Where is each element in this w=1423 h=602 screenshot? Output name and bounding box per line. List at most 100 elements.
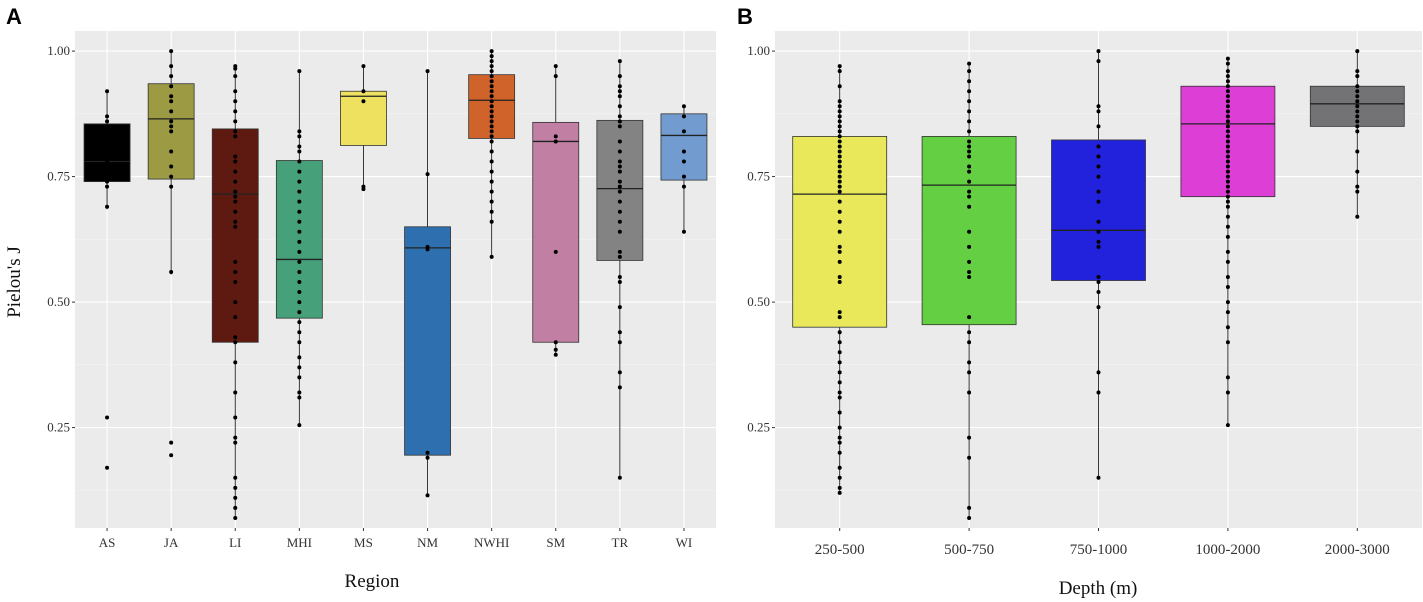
data-point xyxy=(233,199,238,204)
data-point xyxy=(1225,189,1230,194)
data-point xyxy=(1225,104,1230,109)
data-point xyxy=(1225,61,1230,66)
data-point xyxy=(297,395,302,400)
data-point xyxy=(169,124,174,129)
data-point xyxy=(837,159,842,164)
data-point xyxy=(967,79,972,84)
box-body xyxy=(404,226,451,456)
x-tick-label: 1000-2000 xyxy=(1195,542,1260,558)
data-point xyxy=(617,74,622,79)
panel-a-y-ticks: 0.25 0.50 0.75 1.00 xyxy=(47,43,75,435)
data-point xyxy=(489,114,494,119)
data-point xyxy=(617,169,622,174)
data-point xyxy=(617,84,622,89)
data-point xyxy=(105,415,110,420)
data-point xyxy=(1225,184,1230,189)
data-point xyxy=(1225,164,1230,169)
data-point xyxy=(1355,214,1360,219)
y-tick-label: 0.25 xyxy=(747,420,770,435)
data-point xyxy=(617,119,622,124)
data-point xyxy=(489,179,494,184)
box-LI xyxy=(211,64,259,520)
data-point xyxy=(297,189,302,194)
data-point xyxy=(1225,204,1230,209)
data-point xyxy=(837,450,842,455)
data-point xyxy=(1096,290,1101,295)
data-point xyxy=(837,280,842,285)
data-point xyxy=(233,194,238,199)
data-point xyxy=(1355,109,1360,114)
data-point xyxy=(1225,119,1230,124)
data-point xyxy=(489,79,494,84)
data-point xyxy=(361,99,366,104)
box-body xyxy=(275,160,323,319)
data-point xyxy=(297,229,302,234)
data-point xyxy=(967,505,972,510)
data-point xyxy=(169,74,174,79)
data-point xyxy=(1225,134,1230,139)
data-point xyxy=(1225,174,1230,179)
data-point xyxy=(489,124,494,129)
data-point xyxy=(169,129,174,134)
data-point xyxy=(1096,174,1101,179)
data-point xyxy=(837,174,842,179)
data-point xyxy=(617,179,622,184)
box-MS xyxy=(340,64,387,192)
data-point xyxy=(967,229,972,234)
data-point xyxy=(1096,219,1101,224)
data-point xyxy=(297,134,302,139)
data-point xyxy=(233,485,238,490)
data-point xyxy=(233,154,238,159)
data-point xyxy=(233,505,238,510)
data-point xyxy=(489,159,494,164)
data-point xyxy=(1096,370,1101,375)
box-WI xyxy=(660,104,708,234)
data-point xyxy=(1225,124,1230,129)
data-point xyxy=(837,390,842,395)
x-tick-label: LI xyxy=(229,535,241,550)
data-point xyxy=(837,350,842,355)
box-750-1000 xyxy=(1051,49,1146,480)
y-tick-label: 0.50 xyxy=(47,294,70,309)
data-point xyxy=(489,99,494,104)
data-point xyxy=(1225,310,1230,315)
data-point xyxy=(233,189,238,194)
data-point xyxy=(169,269,174,274)
data-point xyxy=(1355,129,1360,134)
data-point xyxy=(617,199,622,204)
data-point xyxy=(169,119,174,124)
panel-a-y-axis-title: Pielou's J xyxy=(4,246,25,318)
data-point xyxy=(297,239,302,244)
data-point xyxy=(967,109,972,114)
data-point xyxy=(297,320,302,325)
data-point xyxy=(105,89,110,94)
data-point xyxy=(967,99,972,104)
data-point xyxy=(169,149,174,154)
data-point xyxy=(489,74,494,79)
y-tick-label: 0.75 xyxy=(47,169,70,184)
data-point xyxy=(1355,124,1360,129)
data-point xyxy=(1225,194,1230,199)
data-point xyxy=(1225,56,1230,61)
data-point xyxy=(837,440,842,445)
data-point xyxy=(617,89,622,94)
data-point xyxy=(297,269,302,274)
data-point xyxy=(1225,139,1230,144)
data-point xyxy=(837,124,842,129)
data-point xyxy=(967,129,972,134)
data-point xyxy=(837,395,842,400)
data-point xyxy=(297,280,302,285)
data-point xyxy=(169,164,174,169)
data-point xyxy=(837,119,842,124)
data-point xyxy=(1096,124,1101,129)
data-point xyxy=(1355,94,1360,99)
data-point xyxy=(1355,119,1360,124)
panel-b-x-axis-title: Depth (m) xyxy=(1059,578,1138,599)
data-point xyxy=(617,249,622,254)
data-point xyxy=(617,330,622,335)
data-point xyxy=(681,149,686,154)
data-point xyxy=(837,139,842,144)
data-point xyxy=(837,129,842,134)
data-point xyxy=(1225,423,1230,428)
data-point xyxy=(967,204,972,209)
